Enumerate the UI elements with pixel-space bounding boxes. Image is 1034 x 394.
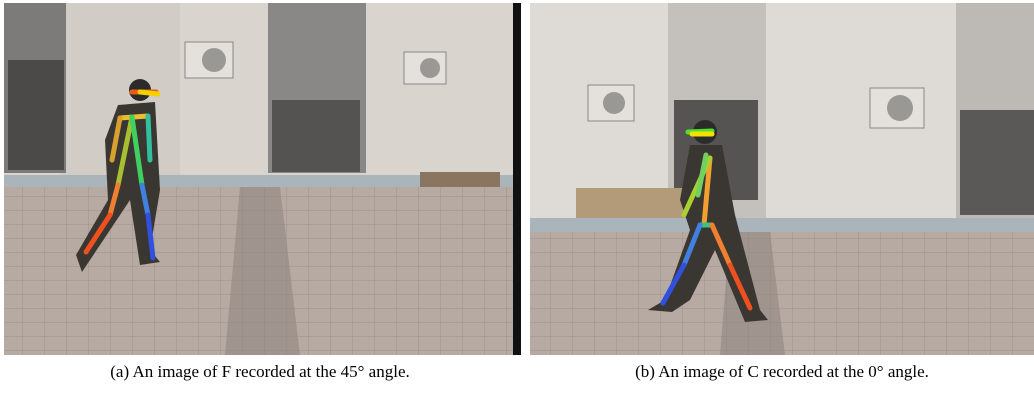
person-a-shape-shape — [140, 92, 158, 94]
image-a-shape — [420, 58, 440, 78]
caption-a: (a) An image of F recorded at the 45° an… — [4, 362, 516, 382]
image-b-shape — [530, 218, 1034, 232]
caption-b: (b) An image of C recorded at the 0° ang… — [530, 362, 1034, 382]
image-b-shape — [960, 110, 1034, 215]
image-b-shape — [887, 95, 913, 121]
image-b — [530, 3, 1034, 355]
person-a-shape-shape — [148, 116, 150, 160]
image-a-shape — [513, 3, 521, 355]
image-b-shape — [603, 92, 625, 114]
figure-images — [0, 0, 1034, 394]
image-a-shape — [8, 60, 64, 170]
figure: (a) An image of F recorded at the 45° an… — [0, 0, 1034, 394]
image-a — [4, 3, 521, 355]
image-a-shape — [202, 48, 226, 72]
image-a-shape — [272, 100, 360, 172]
